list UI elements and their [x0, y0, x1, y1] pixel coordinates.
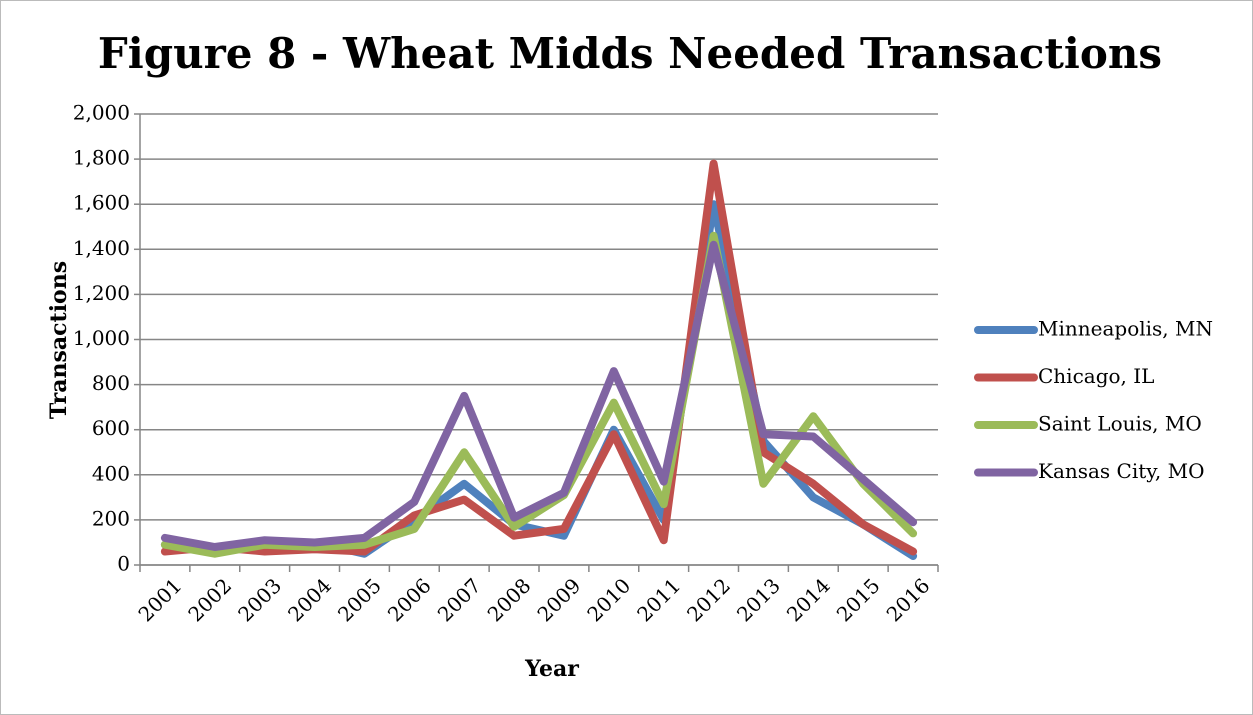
legend-label: Kansas City, MO: [1038, 459, 1205, 483]
y-tick-label: 2,000: [73, 101, 130, 125]
y-tick-label: 400: [92, 461, 130, 485]
y-tick-label: 200: [92, 506, 130, 530]
series-line: [160, 231, 918, 558]
y-tick-label: 1,800: [73, 146, 130, 170]
y-tick-label: 800: [92, 371, 130, 395]
y-tick-label: 1,600: [73, 191, 130, 215]
series-line: [160, 159, 918, 556]
legend-label: Saint Louis, MO: [1038, 412, 1202, 436]
chart-title: Figure 8 - Wheat Midds Needed Transactio…: [98, 29, 1162, 78]
y-tick-label: 1,400: [73, 236, 130, 260]
y-axis-label: Transactions: [46, 261, 72, 419]
y-tick-label: 1,200: [73, 281, 130, 305]
legend-label: Chicago, IL: [1038, 364, 1154, 388]
y-tick-label: 1,000: [73, 326, 130, 350]
y-tick-label: 0: [117, 552, 130, 576]
series-line: [160, 240, 918, 551]
y-tick-label: 600: [92, 416, 130, 440]
legend-label: Minneapolis, MN: [1038, 317, 1213, 341]
x-axis-label: Year: [524, 656, 579, 682]
